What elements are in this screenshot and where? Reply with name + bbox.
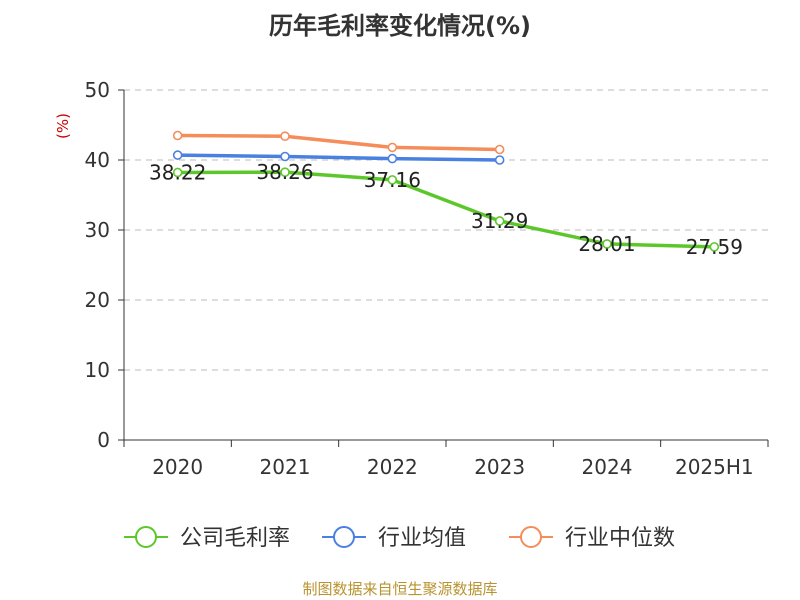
data-label: 31.29: [471, 209, 528, 233]
data-point: [172, 167, 183, 178]
y-tick-label: 10: [85, 358, 110, 382]
data-point: [494, 155, 505, 165]
series-line: [175, 153, 502, 162]
data-point: [387, 142, 398, 153]
legend-marker: [333, 526, 355, 548]
x-tick-label: 2022: [367, 455, 418, 479]
y-tick-label: 0: [97, 428, 110, 452]
x-tick-label: 2023: [474, 455, 525, 479]
x-tick-label: 2024: [582, 455, 633, 479]
data-label: 37.16: [364, 168, 421, 192]
series-line: [175, 133, 502, 152]
data-label: 28.01: [578, 232, 635, 256]
data-point: [494, 144, 505, 155]
data-point: [172, 150, 183, 160]
data-point: [387, 175, 398, 185]
x-tick-label: 2025H1: [675, 455, 754, 479]
data-point: [280, 167, 290, 177]
y-tick-label: 20: [85, 288, 110, 312]
series-line: [175, 170, 717, 249]
data-label: 27.59: [686, 235, 743, 259]
legend-label: 公司毛利率: [180, 526, 290, 551]
chart-title: 历年毛利率变化情况(%): [269, 12, 531, 40]
x-tick-label: 2021: [260, 455, 311, 479]
legend-marker: [520, 526, 542, 548]
data-point: [280, 131, 290, 141]
y-tick-label: 30: [85, 218, 110, 242]
data-point: [494, 216, 505, 226]
y-unit-label: (%): [54, 113, 72, 139]
x-tick-label: 2020: [152, 455, 203, 479]
data-point: [280, 151, 290, 162]
legend-marker: [135, 526, 157, 548]
legend-label: 行业均值: [378, 526, 466, 551]
data-point: [172, 130, 183, 141]
data-label: 38.26: [256, 160, 313, 184]
data-point: [387, 153, 398, 164]
y-tick-label: 50: [85, 78, 110, 102]
data-label: 38.22: [149, 160, 206, 184]
legend-label: 行业中位数: [565, 526, 675, 551]
y-tick-label: 40: [85, 148, 110, 172]
data-point: [709, 242, 720, 252]
source-note: 制图数据来自恒生聚源数据库: [302, 580, 498, 598]
data-point: [602, 239, 612, 249]
